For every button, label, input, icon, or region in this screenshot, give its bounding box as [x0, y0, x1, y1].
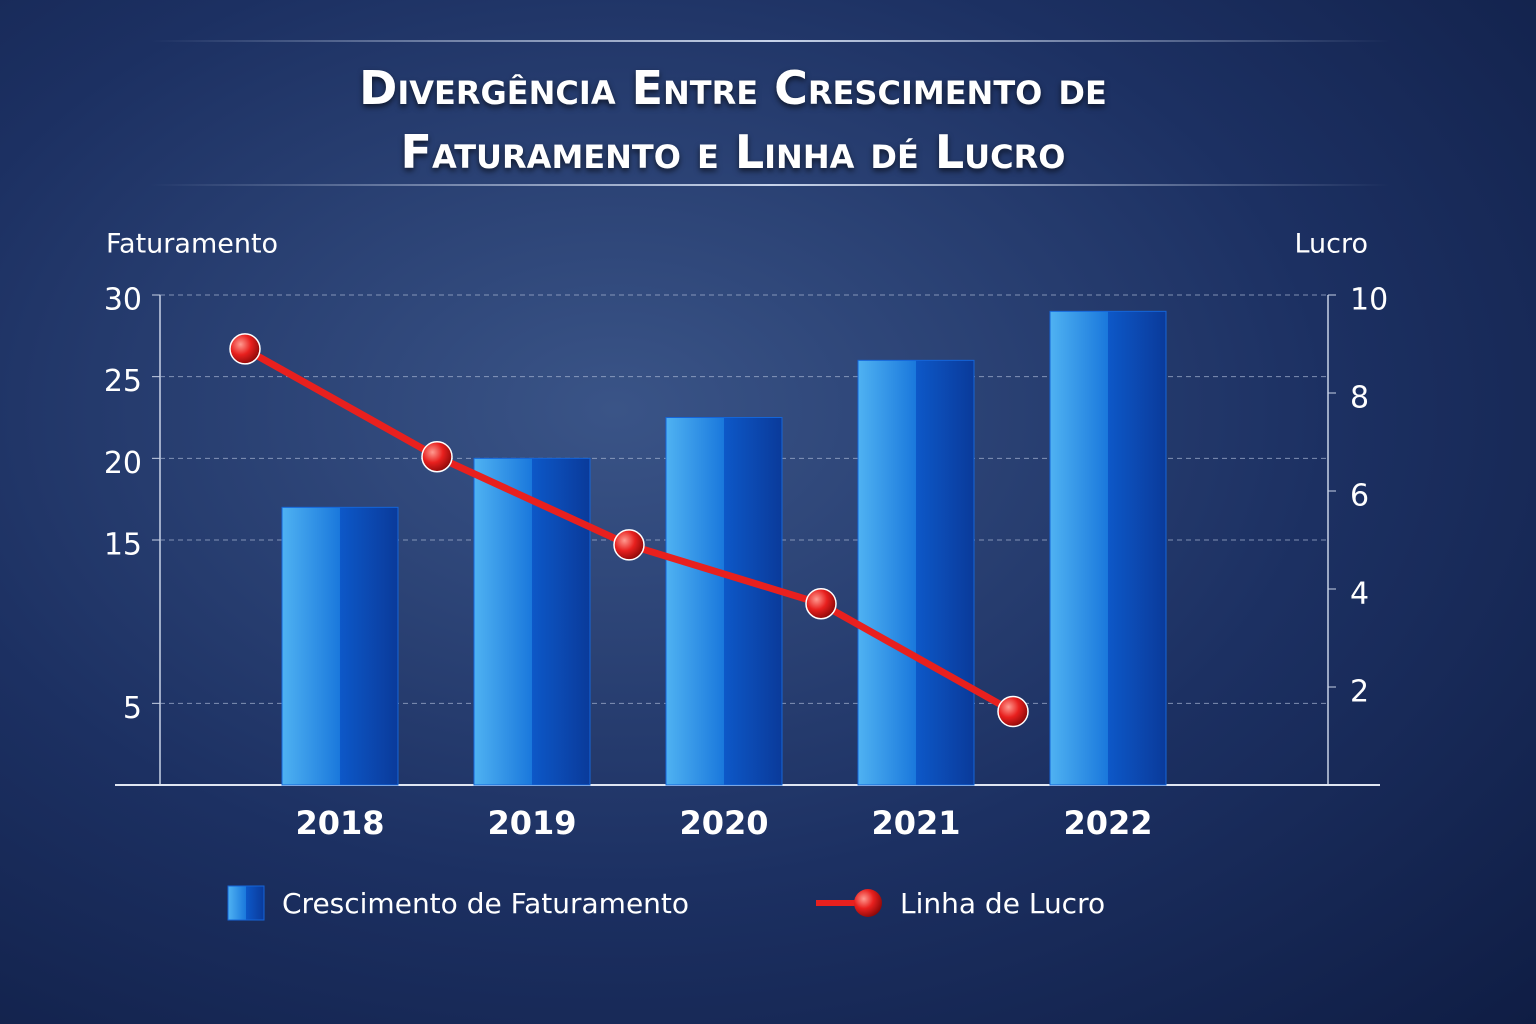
bar: [665, 417, 783, 786]
bar: [857, 359, 975, 786]
title-rule: [150, 184, 1390, 186]
bar: [281, 506, 399, 786]
y2-tick-label: 10: [1350, 283, 1388, 318]
y-tick-label: 30: [104, 283, 142, 318]
legend-swatch: [854, 889, 882, 917]
line-point: [421, 440, 453, 473]
y2-axis-label: Lucro: [1294, 229, 1368, 260]
x-tick-label: 2020: [679, 804, 768, 842]
x-tick-label: 2019: [487, 804, 576, 842]
bar: [473, 457, 591, 786]
chart-title: Divergência Entre Crescimento de Faturam…: [359, 61, 1107, 179]
y2-tick-label: 8: [1350, 381, 1369, 416]
x-tick-label: 2021: [871, 804, 960, 842]
bar: [1049, 310, 1167, 786]
legend-label: Crescimento de Faturamento: [282, 887, 689, 920]
legend-swatch: [227, 885, 265, 921]
y-axis-label: Faturamento: [106, 229, 278, 260]
line-point: [997, 695, 1029, 728]
y2-tick-label: 6: [1350, 479, 1369, 514]
legend-label: Linha de Lucro: [900, 887, 1105, 920]
line-point: [229, 333, 261, 365]
title-rule: [150, 40, 1390, 42]
y-tick-label: 25: [104, 364, 142, 399]
line-point: [613, 529, 645, 561]
y2-tick-label: 2: [1350, 675, 1369, 710]
x-tick-label: 2018: [295, 804, 384, 842]
y-tick-label: 5: [123, 691, 142, 726]
y2-tick-label: 4: [1350, 577, 1369, 612]
x-tick-label: 2022: [1063, 804, 1152, 842]
line-point: [805, 587, 837, 620]
y-tick-label: 15: [104, 528, 142, 563]
y-tick-label: 20: [104, 446, 142, 481]
